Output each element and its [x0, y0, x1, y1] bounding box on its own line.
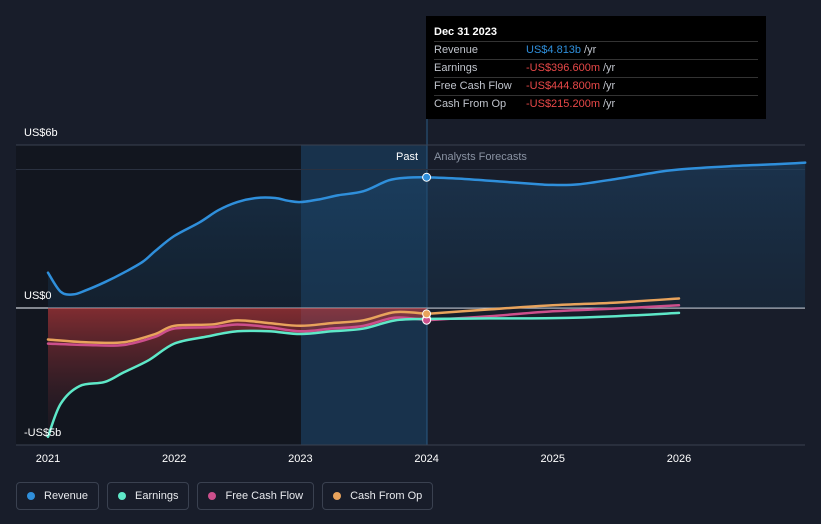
y-tick-label: -US$5b [24, 427, 61, 439]
tooltip-label: Earnings [434, 62, 478, 74]
legend-item-revenue[interactable]: Revenue [16, 482, 100, 510]
tooltip-unit: /yr [603, 62, 616, 74]
legend-dot-icon [208, 492, 217, 500]
revenue-point [422, 172, 432, 182]
tooltip-label: Free Cash Flow [434, 80, 512, 92]
earnings-forecast-line [425, 311, 681, 321]
tooltip-unit: /yr [584, 44, 597, 56]
legend-item-free-cash-flow[interactable]: Free Cash Flow [197, 482, 315, 510]
tooltip-unit: /yr [603, 98, 616, 110]
legend-item-earnings[interactable]: Earnings [107, 482, 190, 510]
legend-dot-icon [27, 492, 35, 500]
legend-label: Earnings [135, 490, 179, 502]
x-tick-label: 2021 [36, 453, 60, 465]
tooltip-value: -US$215.200m [526, 98, 600, 110]
x-tick-label: 2023 [288, 453, 312, 465]
free-cash-flow-line [46, 316, 428, 347]
tooltip-label: Cash From Op [434, 98, 507, 110]
forecast-label: Analysts Forecasts [434, 151, 527, 163]
tooltip-label: Revenue [434, 44, 479, 56]
legend-label: Revenue [44, 490, 89, 502]
revenue-line [46, 175, 428, 296]
legend-item-cash-from-op[interactable]: Cash From Op [322, 482, 434, 510]
revenue-forecast-line [425, 161, 807, 187]
cash-from-op-forecast-line [425, 297, 681, 316]
x-tick-label: 2026 [667, 453, 691, 465]
cash-from-op-line [46, 310, 428, 345]
tooltip-date: Dec 31 2023 [434, 26, 497, 38]
tooltip-row-cash-from-op: Cash From Op -US$215.200m /yr [434, 95, 758, 113]
tooltip-value: -US$444.800m [526, 80, 600, 92]
tooltip-row-revenue: Revenue US$4.813b /yr [434, 41, 758, 59]
tooltip-row-earnings: Earnings -US$396.600m /yr [434, 59, 758, 77]
cash-from-op-point [422, 309, 432, 319]
tooltip-unit: /yr [603, 80, 616, 92]
legend-label: Free Cash Flow [225, 490, 304, 502]
x-tick-label: 2024 [414, 453, 438, 465]
earnings-line [46, 317, 428, 439]
tooltip-value: US$4.813b [526, 44, 582, 56]
legend-label: Cash From Op [350, 490, 423, 502]
legend: Revenue Earnings Free Cash Flow Cash Fro… [16, 482, 434, 510]
legend-dot-icon [118, 492, 127, 500]
y-tick-label: US$6b [24, 127, 58, 139]
revenue-area [48, 162, 806, 308]
tooltip-value: -US$396.600m [526, 62, 600, 74]
past-label: Past [396, 151, 418, 163]
tooltip-row-free-cash-flow: Free Cash Flow -US$444.800m /yr [434, 77, 758, 95]
x-tick-label: 2022 [162, 453, 186, 465]
tooltip: Dec 31 2023 Revenue US$4.813b /yr Earnin… [426, 16, 766, 119]
y-tick-label: US$0 [24, 290, 52, 302]
x-tick-label: 2025 [541, 453, 565, 465]
legend-dot-icon [333, 492, 342, 500]
